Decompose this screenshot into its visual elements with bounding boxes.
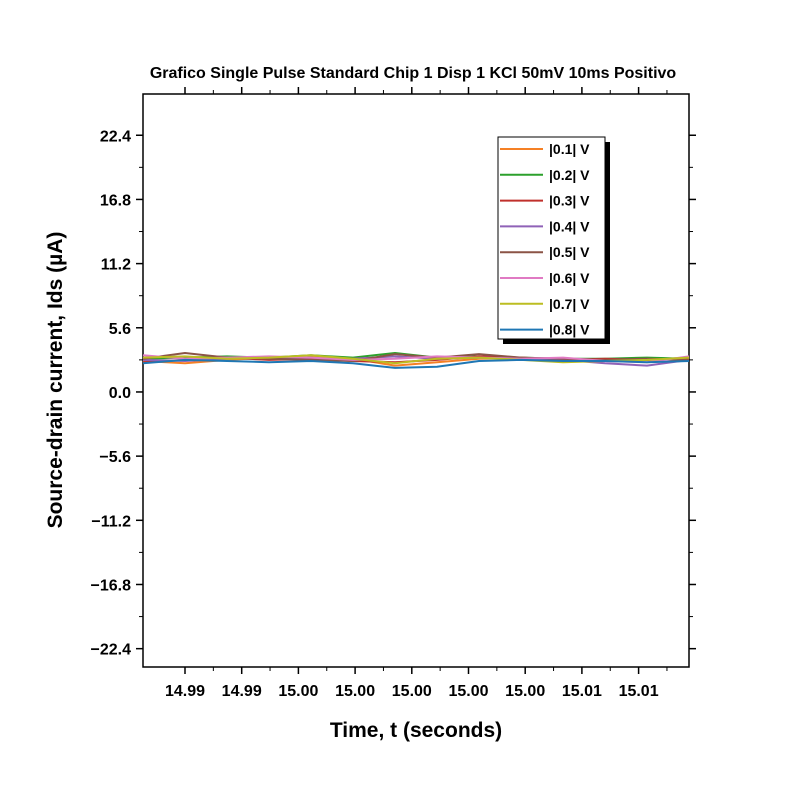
legend-entry-label: |0.7| V [549, 296, 590, 312]
x-tick-label: 15.00 [448, 683, 488, 700]
x-tick-label: 15.00 [278, 683, 318, 700]
legend-box [497, 136, 606, 340]
legend-entry-label: |0.2| V [549, 167, 590, 183]
y-tick-label: 16.8 [100, 192, 131, 209]
x-tick-label: 14.99 [165, 683, 205, 700]
y-tick-label: −16.8 [91, 577, 132, 594]
x-tick-label: 15.01 [562, 683, 602, 700]
legend-entry-label: |0.1| V [549, 141, 590, 157]
legend-entry-label: |0.5| V [549, 244, 590, 260]
y-axis-label: Source-drain current, Ids (µA) [44, 232, 67, 529]
x-tick-label: 15.00 [392, 683, 432, 700]
series-lines [142, 352, 690, 369]
legend-entry-label: |0.6| V [549, 270, 590, 286]
x-tick-label: 15.00 [335, 683, 375, 700]
y-tick-label: −11.2 [91, 513, 131, 530]
y-tick-label: 0.0 [109, 385, 131, 402]
x-tick-label: 15.01 [619, 683, 659, 700]
legend-entry-label: |0.3| V [549, 193, 590, 209]
chart-title: Grafico Single Pulse Standard Chip 1 Dis… [150, 65, 677, 82]
legend-entry-label: |0.8| V [549, 322, 590, 338]
x-tick-label: 14.99 [222, 683, 262, 700]
x-axis-label: Time, t (seconds) [330, 719, 502, 742]
series-line [142, 358, 690, 369]
plot-frame [142, 93, 690, 668]
legend-entry-label: |0.4| V [549, 218, 590, 234]
y-tick-label: −22.4 [91, 642, 132, 659]
y-tick-label: 5.6 [109, 321, 131, 338]
y-tick-label: −5.6 [99, 449, 131, 466]
y-tick-label: 22.4 [100, 128, 131, 145]
y-axis: −22.4 −16.8 −11.2 −5.6 0.0 5.6 11.2 16.8 22.4 [91, 128, 696, 659]
x-tick-label: 15.00 [505, 683, 545, 700]
x-axis: 14.99 14.99 15.00 15.00 15.00 15.00 15.00 15.01… [165, 87, 668, 700]
legend: |0.1| V |0.2| V |0.3| V |0.4| V |0.5| V |0.6|… [497, 136, 610, 344]
y-tick-label: 11.2 [101, 257, 131, 274]
